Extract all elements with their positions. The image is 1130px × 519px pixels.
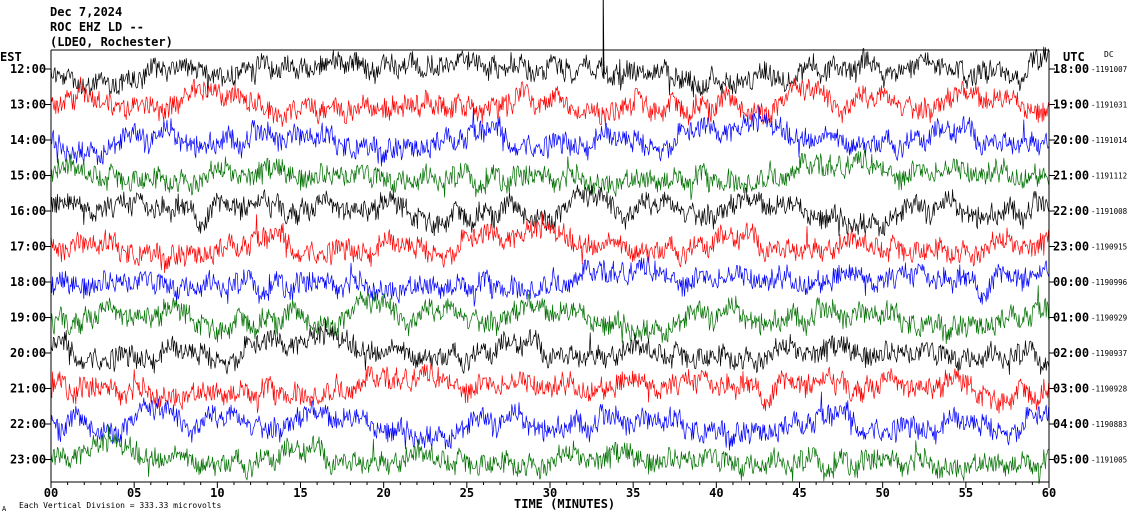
dc-offset-label: -1191014 xyxy=(1091,136,1128,145)
est-time-label: 12:00 xyxy=(10,62,46,76)
dc-offset-label: -1190929 xyxy=(1091,314,1127,323)
est-time-label: 17:00 xyxy=(10,240,46,254)
location-label: (LDEO, Rochester) xyxy=(50,35,173,49)
trace-row-2300 xyxy=(50,425,1049,485)
utc-time-label: 01:00 xyxy=(1053,311,1089,325)
est-axis-label: EST xyxy=(0,50,22,64)
station-label: ROC EHZ LD -- xyxy=(50,20,144,34)
est-time-labels: 12:00 13:00 14:00 15:00 16:00 17:00 18:00 19:00… xyxy=(10,62,51,467)
scale-note: Each Vertical Division = 333.33 microvol… xyxy=(19,501,221,510)
utc-time-label: 03:00 xyxy=(1053,382,1089,396)
dc-offset-label: -1190928 xyxy=(1091,385,1128,394)
est-time-label: 15:00 xyxy=(10,169,46,183)
est-time-label: 20:00 xyxy=(10,346,46,360)
trace-row-2200 xyxy=(50,391,1049,451)
x-tick-label: 40 xyxy=(709,486,723,500)
x-tick-label: 05 xyxy=(127,486,141,500)
x-tick-label: 15 xyxy=(293,486,307,500)
date-label: Dec 7,2024 xyxy=(50,5,122,19)
plot-frame xyxy=(50,49,1050,483)
dc-offset-label: -1191112 xyxy=(1091,172,1127,181)
trace-row-1200 xyxy=(50,46,1049,98)
utc-axis-label: UTC xyxy=(1063,50,1085,64)
trace-row-1600 xyxy=(50,184,1049,237)
utc-time-label: 21:00 xyxy=(1053,169,1089,183)
x-tick-label: 45 xyxy=(792,486,806,500)
trace-row-1300 xyxy=(50,76,1049,128)
x-tick-label: 30 xyxy=(543,486,557,500)
utc-time-label: 02:00 xyxy=(1053,346,1089,360)
dc-offset-label: -1190937 xyxy=(1091,349,1127,358)
x-axis-title: TIME (MINUTES) xyxy=(514,497,615,511)
est-time-label: 19:00 xyxy=(10,311,46,325)
trace-row-1700 xyxy=(50,212,1049,274)
dc-offset-label: -1190996 xyxy=(1091,278,1128,287)
trace-row-2000 xyxy=(50,318,1049,375)
dc-offset-label: -1191008 xyxy=(1091,207,1128,216)
trace-row-1400 xyxy=(50,105,1049,167)
trace-row-1500 xyxy=(50,149,1049,201)
trace-group xyxy=(50,0,1049,485)
x-tick-label: 25 xyxy=(460,486,474,500)
x-tick-label: 10 xyxy=(210,486,224,500)
dc-offset-label: -1191031 xyxy=(1091,101,1127,110)
utc-time-label: 18:00 xyxy=(1053,62,1089,76)
trace-row-1900 xyxy=(50,285,1049,345)
est-time-label: 13:00 xyxy=(10,98,46,112)
x-tick-label: 35 xyxy=(626,486,640,500)
utc-time-label: 05:00 xyxy=(1053,453,1089,467)
est-time-label: 14:00 xyxy=(10,133,46,147)
x-tick-labels: 00 05 10 15 20 25 30 35 40 45 50 55 60 xyxy=(44,482,1056,500)
event-spike xyxy=(602,0,605,80)
est-time-label: 21:00 xyxy=(10,382,46,396)
utc-time-label: 04:00 xyxy=(1053,417,1089,431)
dc-label: DC xyxy=(1104,50,1114,59)
x-tick-label: 55 xyxy=(959,486,973,500)
utc-time-label: 19:00 xyxy=(1053,98,1089,112)
est-time-label: 16:00 xyxy=(10,204,46,218)
utc-time-label: 00:00 xyxy=(1053,275,1089,289)
utc-time-label: 20:00 xyxy=(1053,133,1089,147)
utc-time-labels: 18:00 -1191007 19:00 -1191031 20:00 -1191014 2… xyxy=(1049,62,1128,467)
est-time-label: 18:00 xyxy=(10,275,46,289)
dc-offset-label: -1191007 xyxy=(1091,65,1127,74)
x-tick-label: 20 xyxy=(376,486,390,500)
dc-offset-label: -1190915 xyxy=(1091,243,1127,252)
trace-row-1800 xyxy=(50,256,1049,307)
trace-row-2100 xyxy=(50,362,1049,414)
corner-mark: A xyxy=(2,505,7,513)
dc-offset-label: -1190883 xyxy=(1091,420,1127,429)
x-tick-label: 50 xyxy=(875,486,889,500)
est-time-label: 23:00 xyxy=(10,453,46,467)
dc-offset-label: -1191005 xyxy=(1091,456,1127,465)
utc-time-label: 22:00 xyxy=(1053,204,1089,218)
utc-time-label: 23:00 xyxy=(1053,240,1089,254)
x-tick-label: 00 xyxy=(44,486,58,500)
est-time-label: 22:00 xyxy=(10,417,46,431)
x-tick-label: 60 xyxy=(1042,486,1056,500)
